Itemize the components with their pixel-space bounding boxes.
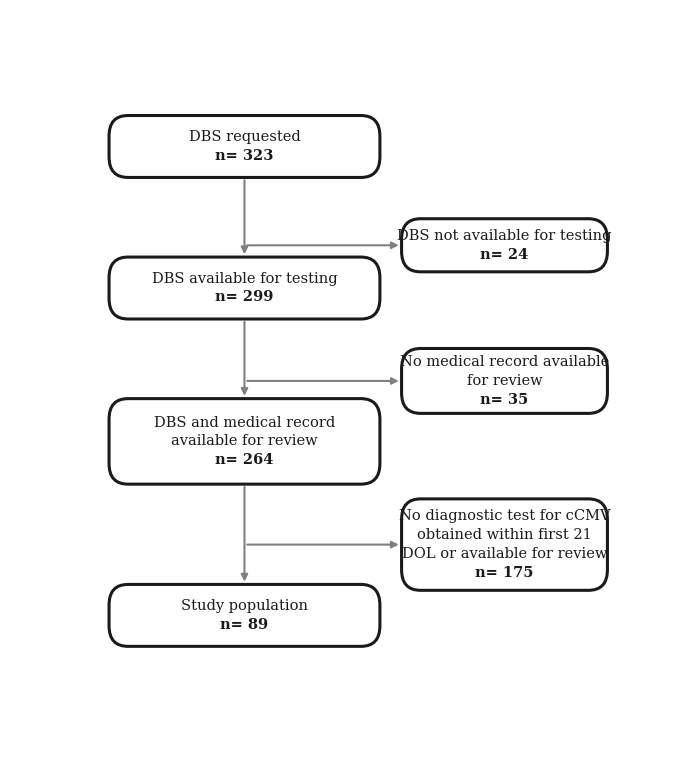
- Text: DBS requested: DBS requested: [189, 130, 301, 144]
- Text: DBS available for testing: DBS available for testing: [152, 272, 338, 286]
- Text: n= 264: n= 264: [215, 453, 274, 467]
- Text: n= 24: n= 24: [480, 247, 528, 262]
- FancyBboxPatch shape: [401, 349, 607, 414]
- Text: No medical record available: No medical record available: [400, 355, 609, 369]
- FancyBboxPatch shape: [401, 219, 607, 272]
- Text: DBS and medical record: DBS and medical record: [154, 415, 335, 430]
- Text: n= 323: n= 323: [215, 149, 274, 163]
- FancyBboxPatch shape: [109, 398, 380, 484]
- Text: available for review: available for review: [171, 434, 318, 448]
- Text: n= 299: n= 299: [215, 290, 274, 304]
- FancyBboxPatch shape: [109, 584, 380, 647]
- Text: DOL or available for review: DOL or available for review: [402, 547, 607, 561]
- Text: n= 175: n= 175: [475, 566, 534, 580]
- Text: DBS not available for testing: DBS not available for testing: [397, 229, 612, 243]
- FancyBboxPatch shape: [109, 257, 380, 319]
- Text: for review: for review: [467, 374, 542, 388]
- Text: No diagnostic test for cCMV: No diagnostic test for cCMV: [398, 509, 610, 523]
- Text: n= 89: n= 89: [220, 618, 268, 632]
- Text: obtained within first 21: obtained within first 21: [417, 529, 592, 542]
- Text: n= 35: n= 35: [480, 393, 528, 407]
- Text: Study population: Study population: [181, 599, 308, 613]
- FancyBboxPatch shape: [401, 499, 607, 591]
- FancyBboxPatch shape: [109, 116, 380, 178]
